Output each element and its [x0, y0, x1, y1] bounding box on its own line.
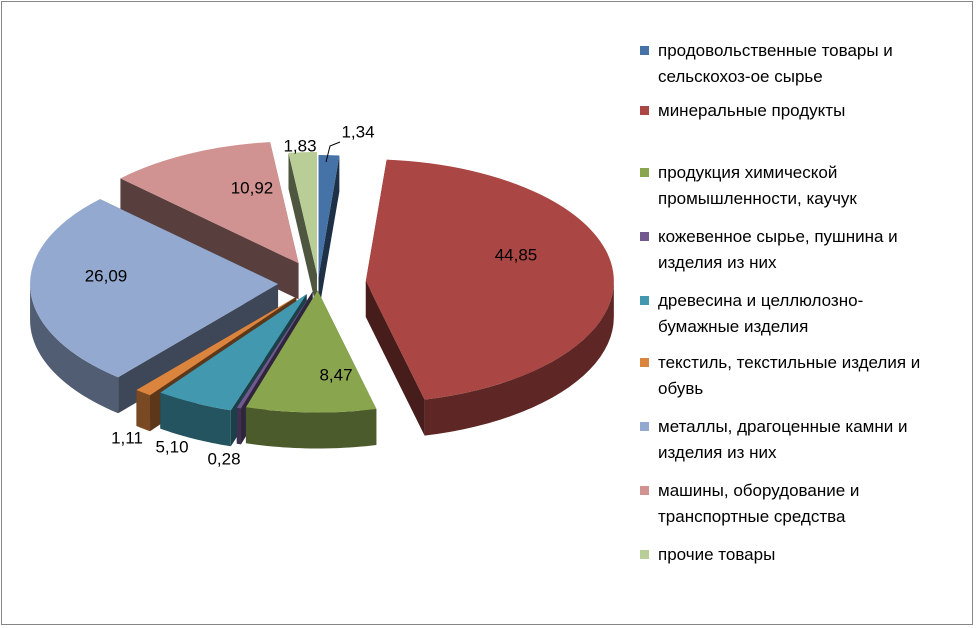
slice-tops [30, 142, 614, 413]
legend-label: изделия из них [658, 253, 777, 272]
data-label-0: 1,34 [341, 122, 374, 141]
legend-item: прочие товары [640, 542, 775, 568]
slice-wall-0-1 [318, 155, 340, 314]
slice-6 [30, 199, 279, 378]
legend-swatch [640, 296, 649, 305]
slice-side-4 [160, 392, 231, 447]
legend-label: обувь [658, 379, 704, 398]
data-label-3: 0,28 [207, 449, 240, 468]
legend-label: текстиль, текстильные изделия и [658, 353, 921, 372]
slice-side-3 [236, 407, 241, 445]
legend-item: текстиль, текстильные изделия и обувь [640, 350, 920, 402]
slice-4 [160, 294, 307, 411]
slice-1 [365, 159, 614, 400]
legend-item: продовольственные товары и сельскохоз-ое … [640, 38, 893, 90]
legend-label: изделия из них [658, 443, 777, 462]
slice-wall-8-0 [288, 152, 317, 311]
leader-line [325, 141, 341, 163]
data-label-2: 8,47 [319, 365, 352, 384]
legend-label: сельскохоз-ое сырье [658, 67, 823, 86]
legend-label: промышленности, каучук [658, 189, 857, 208]
legend-label: транспортные средства [658, 507, 846, 526]
legend-swatch [640, 46, 649, 55]
legend-swatch [640, 358, 649, 367]
slice-2 [245, 290, 377, 413]
legend-label: бумажные изделия [658, 317, 809, 336]
legend-label: продовольственные товары и [658, 41, 893, 60]
legend-label: машины, оборудование и [658, 481, 860, 500]
legend-label: древесина и целлюлозно- [658, 291, 864, 310]
data-label-5: 1,11 [111, 428, 143, 447]
legend-item: древесина и целлюлозно-бумажные изделия [640, 288, 863, 340]
slice-side-1 [424, 281, 614, 436]
data-label-8: 1,83 [283, 136, 316, 155]
legend-item: кожевенное сырье, пушнина и изделия из ни… [640, 224, 898, 276]
legend-swatch [640, 168, 649, 177]
legend-item: минеральные продукты [640, 98, 845, 124]
slice-8 [288, 152, 317, 275]
slice-5 [136, 296, 297, 396]
slice-side-2 [245, 407, 377, 449]
legend-label: кожевенное сырье, пушнина и [658, 227, 898, 246]
legend-label: продукция химической [658, 163, 838, 182]
legend-swatch [640, 422, 649, 431]
legend-swatch [640, 106, 649, 115]
legend-item: машины, оборудование и транспортные средс… [640, 478, 859, 530]
slice-side-5 [136, 389, 151, 432]
legend-swatch [640, 550, 649, 559]
legend-label: прочие товары [658, 545, 776, 564]
legend-item: продукция химической промышленности, кауч… [640, 160, 857, 212]
slice-3 [236, 291, 313, 409]
slice-0 [318, 155, 340, 278]
legend-item: металлы, драгоценные камни и изделия из н… [640, 414, 907, 466]
slice-7 [120, 142, 299, 264]
legend-label: минеральные продукты [658, 101, 846, 120]
legend-swatch [640, 486, 649, 495]
data-label-7: 10,92 [231, 178, 274, 197]
slice-wall-7-0 [120, 178, 299, 300]
legend-label: металлы, драгоценные камни и [658, 417, 908, 436]
data-label-4: 5,10 [155, 437, 188, 456]
slice-side-6 [30, 284, 119, 414]
slice-wall-1-1 [365, 281, 425, 436]
data-label-6: 26,09 [85, 266, 128, 285]
data-label-1: 44,85 [495, 245, 538, 264]
legend-swatch [640, 232, 649, 241]
